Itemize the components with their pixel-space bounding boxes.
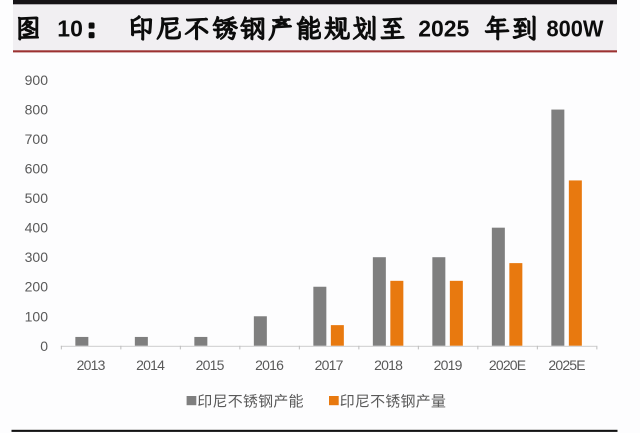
svg-text:600: 600 (25, 161, 49, 177)
svg-text:200: 200 (25, 279, 49, 295)
svg-text:2017: 2017 (315, 357, 344, 373)
svg-text:2013: 2013 (77, 357, 106, 373)
svg-text:2025E: 2025E (548, 357, 585, 373)
svg-text:300: 300 (25, 249, 49, 265)
svg-text:10: 10 (57, 16, 83, 42)
svg-text:100: 100 (25, 308, 49, 324)
svg-text:900: 900 (25, 72, 49, 88)
svg-text:800: 800 (25, 102, 49, 118)
svg-text:2019: 2019 (434, 357, 463, 373)
svg-text:500: 500 (25, 190, 49, 206)
svg-text:0: 0 (40, 338, 48, 354)
svg-text:700: 700 (25, 131, 49, 147)
svg-text:2020E: 2020E (489, 357, 526, 373)
svg-text:2025: 2025 (418, 16, 469, 42)
svg-text:2014: 2014 (136, 357, 165, 373)
svg-text:800W: 800W (547, 16, 604, 42)
svg-text:2018: 2018 (374, 357, 403, 373)
svg-text:2015: 2015 (196, 357, 225, 373)
svg-text:400: 400 (25, 220, 49, 236)
svg-text:2016: 2016 (255, 357, 284, 373)
